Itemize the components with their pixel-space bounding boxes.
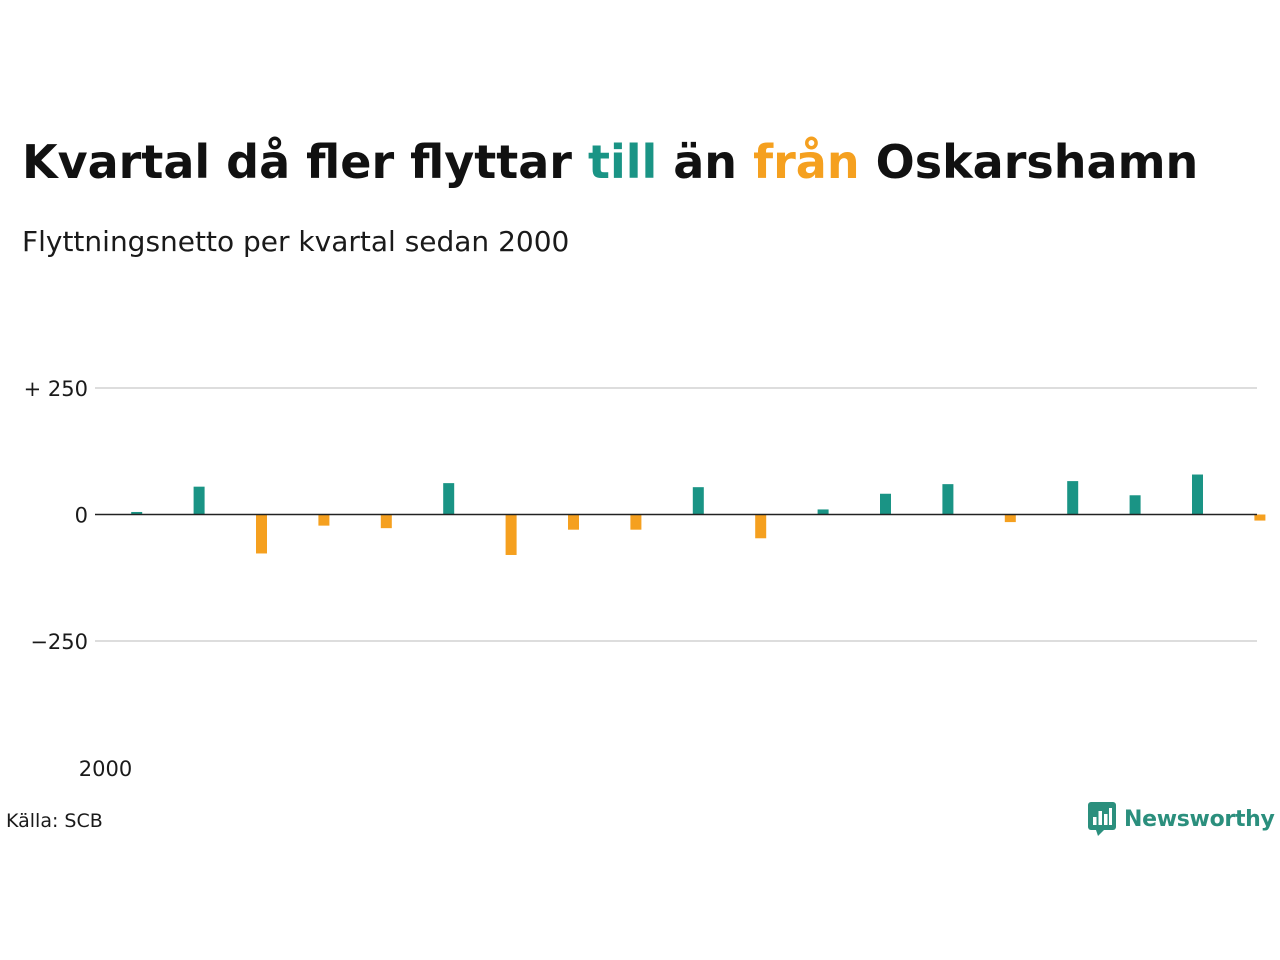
bar bbox=[193, 486, 205, 515]
title-part-1: Kvartal då fler flyttar bbox=[22, 135, 588, 189]
title-word-fran: från bbox=[753, 135, 860, 189]
bar bbox=[1067, 481, 1079, 515]
bar bbox=[630, 514, 642, 530]
bar bbox=[568, 514, 579, 530]
bar bbox=[1254, 514, 1266, 521]
bar bbox=[880, 493, 891, 515]
bar bbox=[131, 511, 143, 515]
bars bbox=[131, 474, 1266, 555]
bar bbox=[1192, 474, 1203, 515]
y-tick-label: + 250 bbox=[24, 377, 88, 401]
title-word-till: till bbox=[587, 135, 658, 189]
bar bbox=[443, 483, 455, 515]
bar bbox=[318, 514, 330, 526]
bar bbox=[817, 509, 829, 515]
bar bbox=[942, 484, 954, 515]
chart-title: Kvartal då fler flyttar till än från Osk… bbox=[22, 134, 1198, 190]
x-axis-ticks: 20002005201020152020 bbox=[79, 757, 132, 781]
bar bbox=[505, 514, 517, 555]
source-note: Källa: SCB bbox=[6, 810, 103, 832]
title-part-2: än bbox=[657, 135, 754, 189]
bar bbox=[380, 514, 392, 529]
bar bbox=[755, 514, 767, 539]
bar bbox=[692, 487, 704, 515]
brand-name: Newsworthy bbox=[1124, 806, 1275, 832]
bar bbox=[1129, 495, 1141, 515]
x-tick-label: 2000 bbox=[79, 757, 132, 781]
newsworthy-logo[interactable]: Newsworthy bbox=[1088, 802, 1275, 836]
bar bbox=[256, 514, 267, 554]
title-part-3: Oskarshamn bbox=[859, 135, 1199, 189]
gridlines bbox=[95, 387, 1257, 642]
bar-chart-speech-icon bbox=[1088, 802, 1116, 836]
y-tick-label: −250 bbox=[30, 630, 88, 654]
y-axis-ticks: + 250 0 −250 bbox=[24, 377, 88, 654]
y-tick-label: 0 bbox=[75, 504, 88, 528]
chart-subtitle: Flyttningsnetto per kvartal sedan 2000 bbox=[22, 225, 570, 258]
bar bbox=[1004, 514, 1016, 523]
